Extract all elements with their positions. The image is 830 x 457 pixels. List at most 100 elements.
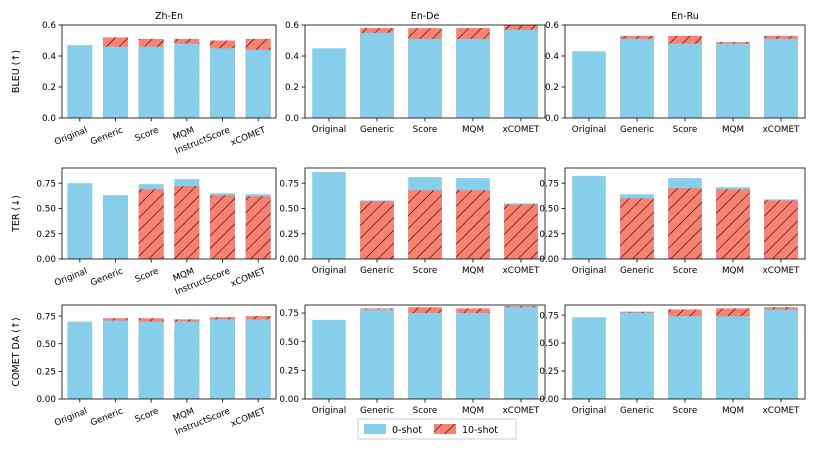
bar-0-shot	[67, 183, 93, 259]
bar-10-shot-front-hatch	[716, 189, 750, 259]
bar-0-shot	[572, 176, 606, 259]
bar-0-shot	[312, 319, 346, 399]
bar-10-shot-front-hatch	[174, 186, 200, 259]
legend-swatch-0-shot	[364, 424, 386, 434]
y-tick-label: 0.50	[36, 205, 56, 215]
axes-frame	[564, 24, 806, 119]
bar-0-shot	[174, 321, 200, 399]
panel-3-2: Original Generic Score MQM xCOMET 0.00 0.25 0.5…	[279, 304, 546, 416]
bar-0-shot	[572, 317, 606, 399]
bar-10-shot-front-hatch	[138, 189, 164, 259]
legend: 0-shot 10-shot	[357, 418, 517, 440]
y-tick-label: 0.25	[279, 230, 299, 240]
x-tick-label: Generic	[360, 125, 394, 135]
x-tick-label: xCOMET	[229, 125, 267, 148]
bar-0-shot	[138, 46, 164, 119]
x-tick-label: MQM	[722, 125, 744, 135]
y-tick-label: 0.00	[279, 395, 299, 405]
x-tick-label: Score	[134, 126, 161, 145]
bar-10-shot-front-hatch	[504, 204, 538, 259]
panel-title: Zh-En	[155, 11, 183, 22]
y-tick-label: 0.25	[539, 230, 559, 240]
x-tick-label: Original	[572, 406, 606, 416]
panel-1-2: Original Generic Score MQM xCOMET 0.0 0.2 0.4 0.…	[285, 11, 546, 135]
y-tick-label: 0.50	[36, 340, 56, 350]
x-tick-label: xCOMET	[229, 406, 267, 429]
legend-label-0-shot: 0-shot	[392, 425, 422, 436]
bar-0-shot	[103, 195, 128, 259]
y-tick-label: 0.2	[545, 83, 559, 93]
bar-0-shot	[174, 43, 200, 118]
bar-0-shot	[210, 48, 235, 118]
bar-10-shot-front-hatch	[210, 195, 235, 259]
y-tick-label: 0.25	[539, 367, 559, 377]
y-tick-label: 0.25	[36, 368, 56, 378]
bar-0-shot	[103, 320, 128, 399]
x-tick-label: Original	[312, 125, 346, 135]
bar-0-shot	[245, 49, 271, 118]
y-tick-label: 0.6	[545, 21, 559, 31]
y-axis-label: COMET DA (↑)	[11, 317, 22, 386]
y-tick-label: 0.00	[36, 255, 56, 265]
panel-2-3: Original Generic Score MQM xCOMET 0.00 0.25 0.5…	[539, 167, 806, 276]
panel-title: En-De	[411, 11, 440, 22]
x-tick-label: Generic	[620, 125, 654, 135]
bar-0-shot	[764, 309, 798, 399]
bar-10-shot-front-hatch	[764, 200, 798, 259]
y-tick-label: 0.0	[545, 114, 559, 124]
y-tick-label: 0.75	[279, 309, 299, 319]
y-tick-label: 0.0	[42, 114, 56, 124]
y-tick-label: 0.50	[539, 205, 559, 215]
bar-0-shot	[245, 319, 271, 399]
y-tick-label: 0.50	[539, 339, 559, 349]
x-tick-label: Original	[53, 407, 89, 429]
y-tick-label: 0.0	[285, 114, 299, 124]
x-tick-label: Generic	[620, 266, 654, 276]
y-tick-label: 0.6	[285, 21, 299, 31]
bar-0-shot	[668, 43, 702, 118]
y-tick-label: 0.00	[539, 255, 559, 265]
axes-frame	[304, 304, 546, 400]
panel-2-1: Original Generic Score MQMInstructScorexCOM…	[11, 167, 277, 298]
x-tick-label: Score	[673, 266, 698, 276]
axes-frame	[564, 304, 806, 400]
axes-frame	[61, 304, 277, 400]
axes-frame	[61, 24, 277, 119]
bar-0-shot	[408, 313, 442, 399]
axes-frame	[304, 24, 546, 119]
x-tick-label: Generic	[620, 406, 654, 416]
y-tick-label: 0.25	[279, 367, 299, 377]
y-tick-label: 0.4	[545, 52, 559, 62]
x-tick-label: MQM	[722, 406, 744, 416]
panel-3-3: Original Generic Score MQM xCOMET 0.00 0.25 0.5…	[539, 304, 806, 416]
bar-0-shot	[716, 43, 750, 118]
y-tick-label: 0.50	[279, 338, 299, 348]
y-tick-label: 0.50	[279, 205, 299, 215]
x-tick-label: xCOMET	[763, 125, 800, 135]
panel-1-3: Original Generic Score MQM xCOMET 0.0 0.2 0.4 0.…	[545, 11, 806, 135]
x-tick-label: xCOMET	[503, 125, 540, 135]
bar-0-shot	[408, 38, 442, 119]
x-tick-label: Original	[53, 267, 89, 289]
x-tick-label: Generic	[89, 266, 125, 288]
x-tick-label: MQM	[462, 266, 484, 276]
bar-0-shot	[668, 316, 702, 399]
y-tick-label: 0.4	[42, 52, 56, 62]
axes-frame	[564, 167, 806, 260]
x-tick-label: Original	[572, 266, 606, 276]
x-tick-label: Score	[413, 125, 438, 135]
bar-0-shot	[67, 45, 93, 118]
x-tick-label: Score	[134, 407, 161, 426]
bar-0-shot	[360, 32, 394, 118]
y-tick-label: 0.00	[539, 395, 559, 405]
legend-label-10-shot: 10-shot	[462, 425, 498, 436]
y-tick-label: 0.75	[539, 311, 559, 321]
bar-10-shot-front-hatch	[668, 188, 702, 259]
bar-0-shot	[572, 51, 606, 118]
x-tick-label: Score	[673, 406, 698, 416]
x-tick-label: Score	[134, 267, 161, 286]
y-tick-label: 0.75	[36, 179, 56, 189]
bar-0-shot	[716, 316, 750, 399]
